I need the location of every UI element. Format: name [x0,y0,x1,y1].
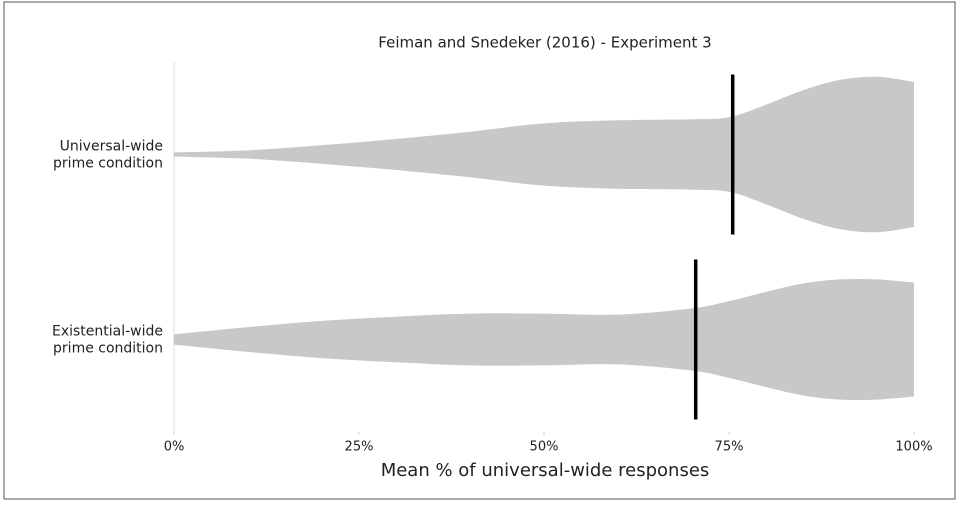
x-tick-label: 100% [895,440,932,455]
frame [3,1,956,500]
category-label: Existential-wide [52,324,163,340]
violin [174,278,914,401]
category-label: prime condition [53,156,163,172]
x-tick-label: 0% [164,440,185,455]
x-tick-label: 75% [715,440,744,455]
x-tick-label: 25% [345,440,374,455]
chart-title: Feiman and Snedeker (2016) - Experiment … [378,34,711,52]
violin [174,76,914,233]
category-label: Universal-wide [60,139,163,155]
x-tick-label: 50% [530,440,559,455]
x-axis-label: Mean % of universal-wide responses [381,460,710,481]
category-label: prime condition [53,341,163,357]
